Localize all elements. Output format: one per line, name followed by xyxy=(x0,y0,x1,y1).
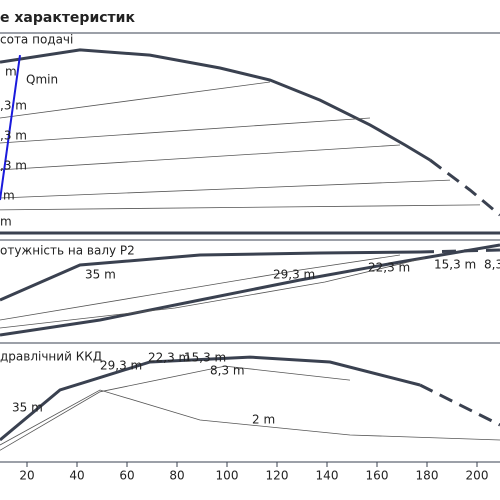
curve xyxy=(0,81,271,119)
curve xyxy=(0,254,401,321)
curve xyxy=(0,144,401,171)
annotation: 29,3 m xyxy=(273,268,315,282)
x-tick-label: 120 xyxy=(266,469,289,483)
curve xyxy=(0,243,500,337)
annotation: ,3 m xyxy=(0,99,27,113)
annotation: 15,3 m xyxy=(434,258,476,272)
curve xyxy=(0,179,451,199)
curve xyxy=(0,250,421,302)
annotation: 2 m xyxy=(252,413,275,427)
annotation: m xyxy=(5,65,17,79)
panel-label: дравлічний ККД xyxy=(0,350,102,364)
curve xyxy=(0,365,351,451)
curve xyxy=(0,54,21,201)
x-tick-label: 160 xyxy=(366,469,389,483)
curve xyxy=(419,383,500,427)
annotation: ,3 m xyxy=(0,129,27,143)
panel-label: отужність на валу P2 xyxy=(0,244,135,258)
annotation: ,3 m xyxy=(0,159,27,173)
curve xyxy=(0,48,431,162)
curve xyxy=(429,158,500,217)
x-tick-label: 80 xyxy=(169,469,184,483)
annotation: 35 m xyxy=(12,401,43,415)
annotation: 35 m xyxy=(85,268,116,282)
annotation: 22,3 m xyxy=(148,351,190,365)
curve xyxy=(0,389,500,446)
x-tick-label: 60 xyxy=(119,469,134,483)
x-tick-label: 40 xyxy=(69,469,84,483)
annotation: Qmin xyxy=(26,73,58,87)
annotation: 22,3 m xyxy=(368,261,410,275)
annotation: 29,3 m xyxy=(100,359,142,373)
x-tick-label: 20 xyxy=(19,469,34,483)
panel-label: сота подачі xyxy=(0,33,73,47)
curve xyxy=(419,248,500,254)
annotation: 15,3 m xyxy=(184,351,226,365)
x-tick-label: 200 xyxy=(466,469,489,483)
x-tick-label: 100 xyxy=(216,469,239,483)
x-tick-label: 140 xyxy=(316,469,339,483)
annotation: m xyxy=(3,189,15,203)
curve xyxy=(0,117,371,144)
x-tick-label: 180 xyxy=(416,469,439,483)
curve xyxy=(0,355,421,442)
curve xyxy=(0,257,426,329)
annotation: 8,3 m xyxy=(210,364,245,378)
annotation: 8,3 m xyxy=(484,258,500,272)
chart-title: е характеристик xyxy=(0,10,135,26)
annotation: m xyxy=(0,215,12,229)
curve xyxy=(0,204,481,211)
